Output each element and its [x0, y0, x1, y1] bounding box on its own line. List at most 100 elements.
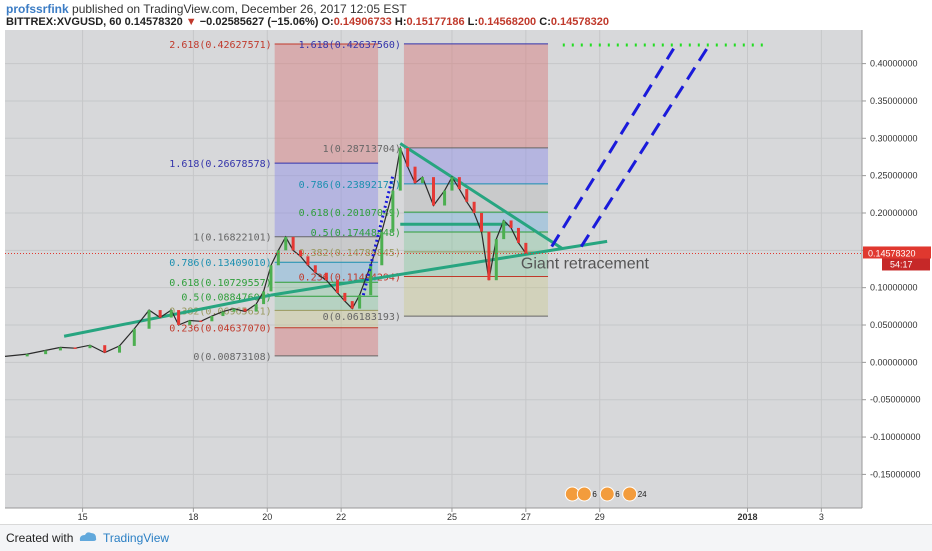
event-badge-icon	[622, 486, 638, 502]
x-tick-label: 3	[819, 512, 824, 522]
candle	[465, 189, 469, 202]
high-label: H:	[394, 16, 407, 28]
candle	[524, 242, 528, 254]
candle	[262, 291, 266, 305]
candle	[391, 190, 395, 232]
fib1-zone	[274, 282, 379, 297]
x-tick-label: 2018	[737, 512, 757, 522]
event-badge-count: 6	[615, 490, 620, 499]
close-value: 0.14578320	[550, 16, 609, 28]
y-tick-label: -0.10000000	[870, 432, 921, 442]
fib2-level-label: 1(0.28713704)	[323, 144, 401, 155]
price-line	[4, 145, 527, 357]
candle	[487, 231, 491, 281]
open-value: 0.14906733	[333, 16, 392, 28]
candle	[118, 345, 122, 353]
candle	[343, 292, 347, 302]
candle	[313, 265, 317, 273]
y-tick-label: 0.30000000	[870, 133, 918, 143]
y-tick-label: 0.00000000	[870, 357, 918, 367]
event-badge-icon	[576, 486, 592, 502]
trend-line	[270, 239, 608, 297]
x-axis-panel	[0, 508, 932, 524]
fib1-level-label: 2.618(0.42627571)	[169, 40, 271, 51]
symbol-header: BITTREX:XVGUSD, 60 0.14578320 ▼ −0.02585…	[6, 16, 609, 28]
trend-line	[63, 293, 272, 338]
close-label: C:	[539, 16, 551, 28]
fib1-level-label: 0.236(0.04637070)	[169, 324, 271, 335]
projection-dashed-line	[579, 47, 709, 248]
candle	[413, 166, 417, 184]
fib2-level-label: 0(0.06183193)	[323, 312, 401, 323]
candle	[494, 239, 498, 281]
candle	[472, 201, 476, 213]
candle	[369, 265, 373, 296]
low-value: 0.14568200	[478, 16, 537, 28]
author-name[interactable]: profssrfink	[6, 2, 69, 16]
fib1-zone	[274, 262, 379, 283]
fib2-zone	[403, 43, 549, 148]
event-badge-icon	[599, 486, 615, 502]
publish-header: profssrfink published on TradingView.com…	[6, 2, 407, 16]
annotation-text: Giant retracement	[521, 255, 650, 272]
candle	[291, 236, 295, 251]
candle	[299, 250, 303, 257]
candle	[324, 272, 328, 281]
candle	[284, 236, 288, 251]
fib2-zone	[403, 232, 549, 252]
x-tick-label: 22	[336, 512, 346, 522]
last-price: 0.14578320	[124, 16, 183, 28]
candle	[221, 311, 225, 317]
x-tick-label: 29	[595, 512, 605, 522]
fib1-zone	[274, 296, 379, 311]
fib2-level-label: 1.618(0.42637560)	[299, 40, 401, 51]
x-tick-label: 25	[447, 512, 457, 522]
candle	[335, 280, 339, 293]
candle	[169, 310, 173, 318]
fib1-level-label: 0.382(0.06965651)	[169, 306, 271, 317]
candle	[73, 347, 77, 349]
candle	[232, 308, 236, 312]
symbol-label: BITTREX:XVGUSD, 60	[6, 16, 122, 28]
projection-dashed-line	[550, 47, 675, 248]
candle	[502, 220, 506, 240]
candle	[88, 345, 92, 349]
fib2-zone	[403, 147, 549, 184]
fib1-zone	[274, 43, 379, 164]
candle	[210, 316, 214, 322]
event-badge-count: 24	[638, 490, 647, 499]
created-with-label: Created with	[6, 531, 74, 545]
y-tick-label: 0.35000000	[870, 96, 918, 106]
tradingview-logo-icon	[79, 532, 97, 541]
candle	[350, 301, 354, 309]
countdown-box	[882, 258, 930, 271]
x-tick-label: 15	[78, 512, 88, 522]
candle	[177, 310, 181, 326]
fib1-level-label: 0(0.00873108)	[193, 352, 271, 363]
candle	[44, 350, 48, 355]
tradingview-brand[interactable]: TradingView	[103, 531, 170, 545]
fib2-zone	[403, 276, 549, 317]
candle	[132, 328, 136, 346]
candle	[199, 320, 203, 323]
candle	[276, 250, 280, 266]
y-tick-label: 0.20000000	[870, 208, 918, 218]
fib1-level-label: 1(0.16822101)	[193, 233, 271, 244]
open-label: O:	[321, 16, 334, 28]
rally-dotted-line	[361, 175, 395, 296]
fib1-level-label: 0.786(0.13409010)	[169, 258, 271, 269]
fib2-level-label: 0.618(0.20107049)	[299, 208, 401, 219]
candle	[380, 231, 384, 266]
fib2-zone	[403, 212, 549, 233]
y-tick-label: 0.10000000	[870, 283, 918, 293]
fib1-zone	[274, 310, 379, 328]
price-change: −0.02585627 (−15.06%)	[199, 16, 319, 28]
candle	[432, 177, 435, 206]
y-tick-label: 0.25000000	[870, 171, 918, 181]
fib2-level-label: 0.236(0.11494294)	[299, 273, 401, 284]
candle	[243, 308, 247, 312]
candle	[147, 310, 151, 329]
price-chart[interactable]: 2.618(0.42627571) 1.618(0.26678578) 1(0.16…	[0, 0, 932, 524]
y-tick-label: 0.05000000	[870, 320, 918, 330]
candle	[443, 190, 447, 206]
